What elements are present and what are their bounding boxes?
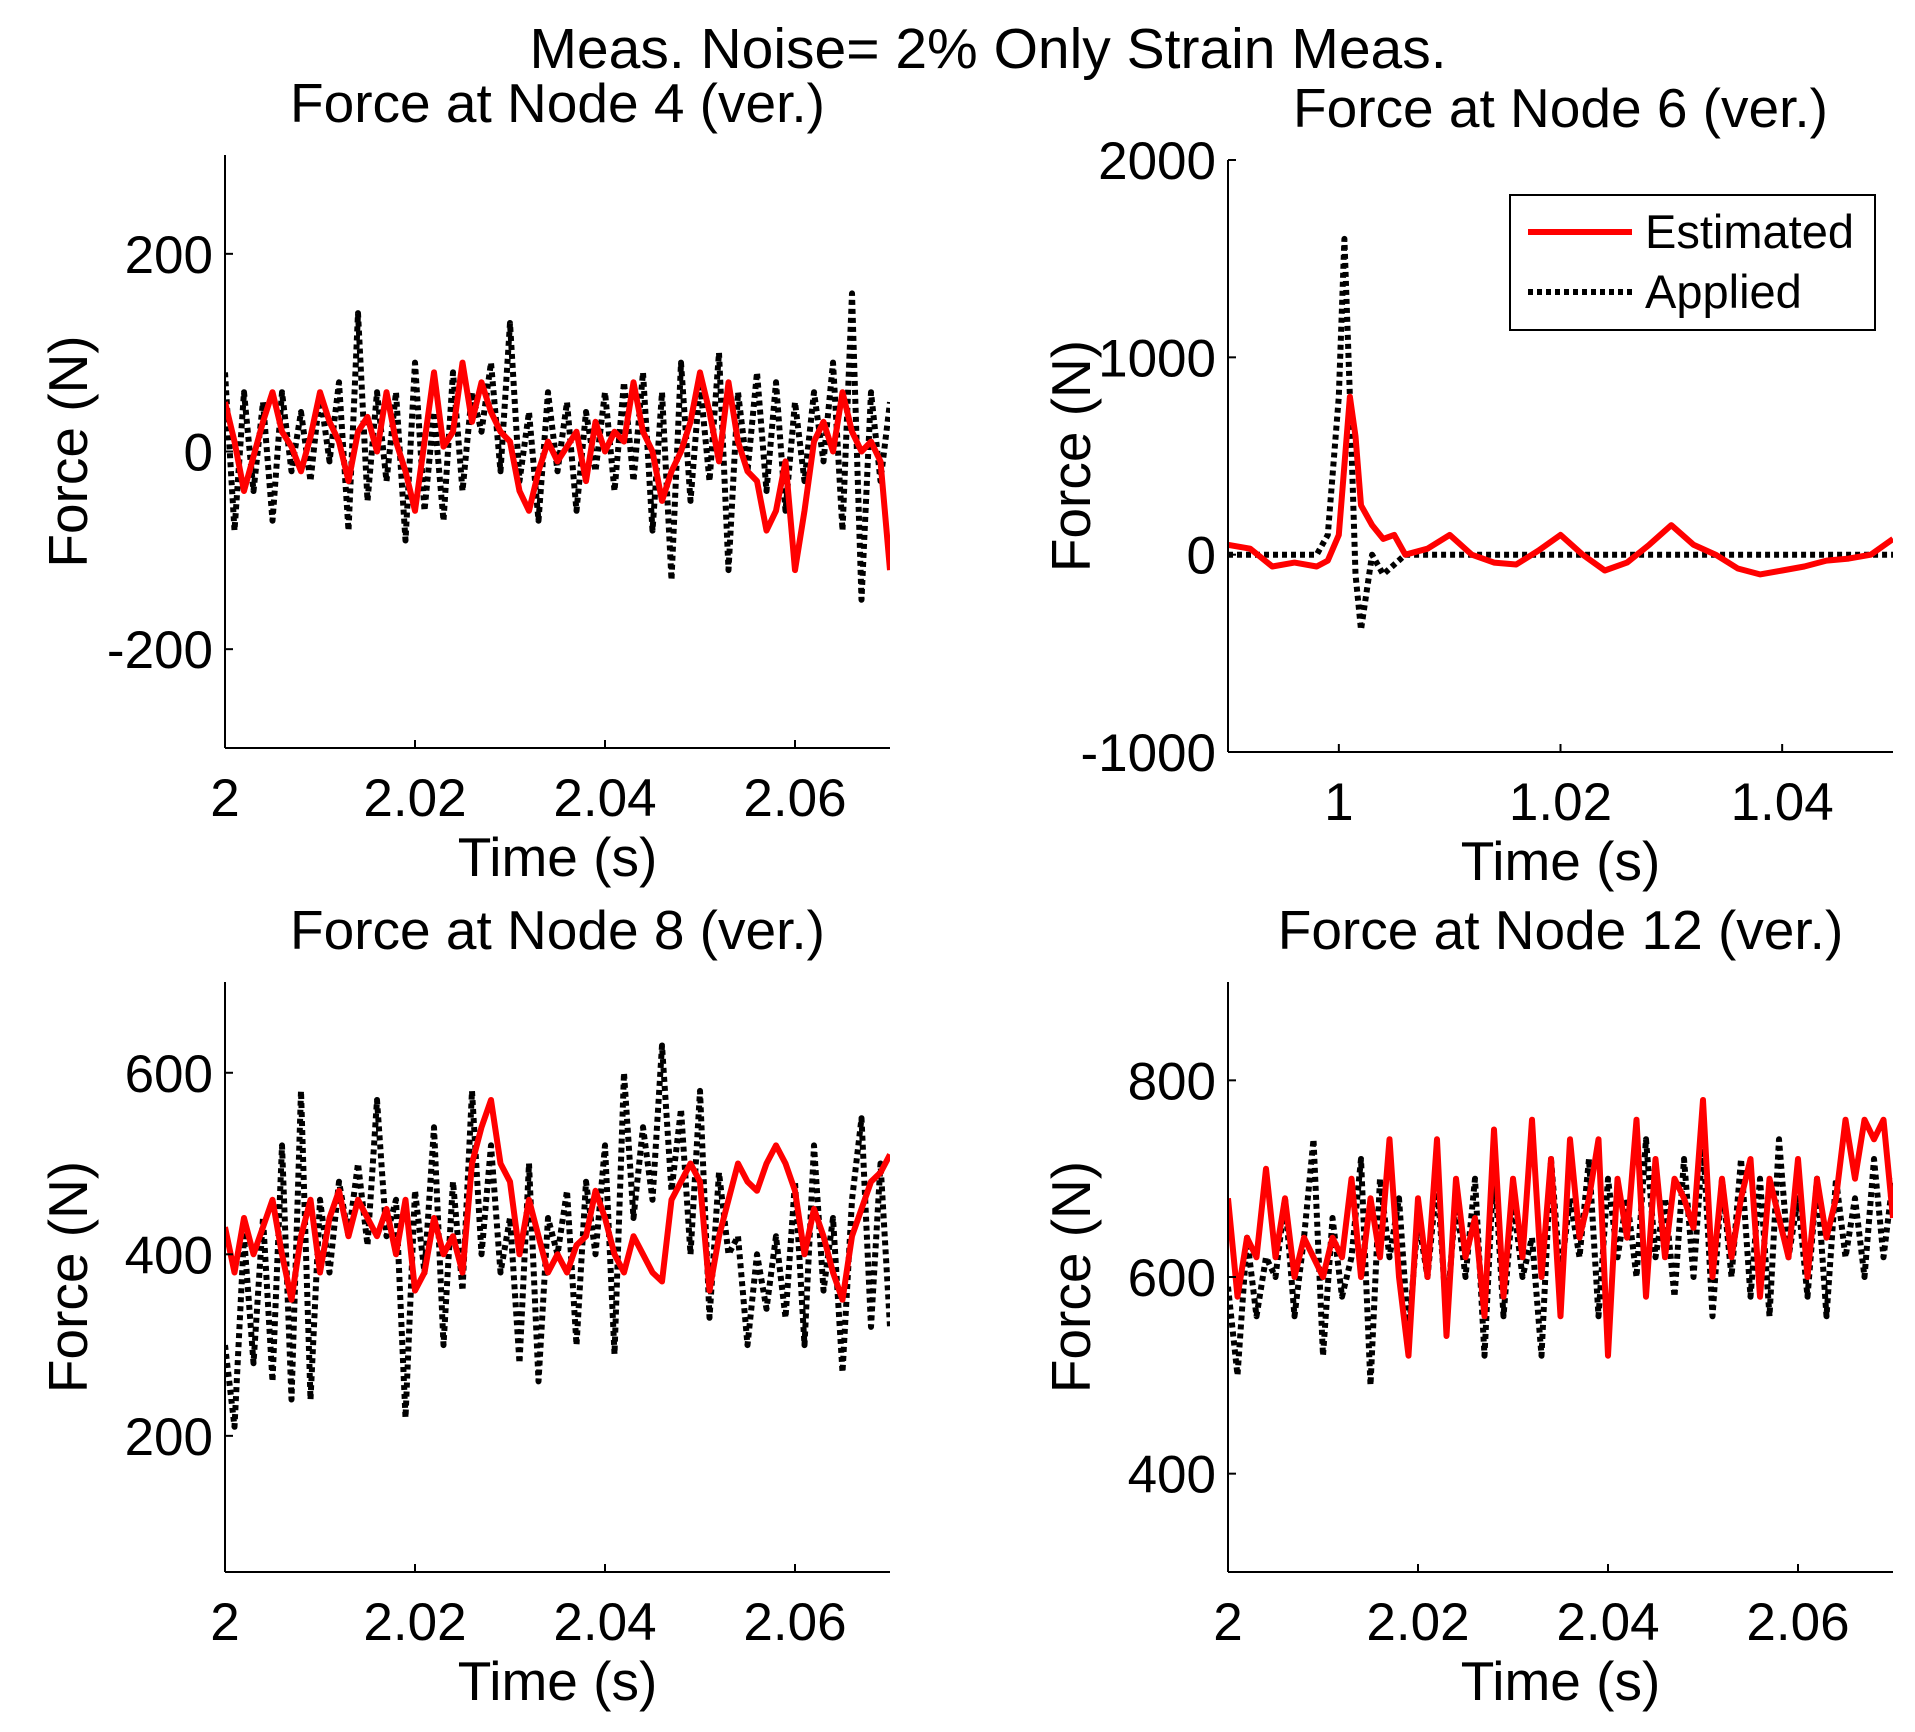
x-tick-label: 2 [210,1593,239,1652]
panel-title: Force at Node 12 (ver.) [1278,899,1844,961]
x-tick-label: 2.02 [1366,1593,1469,1652]
y-tick-label: 600 [125,1045,213,1104]
y-tick-label: 0 [1187,527,1216,586]
y-axis-label: Force (N) [37,1161,99,1393]
x-tick-label: 2.06 [743,1593,846,1652]
y-tick-label: 0 [184,424,213,483]
legend-label-applied: Applied [1645,265,1802,318]
series-line-estimated [1228,393,1893,578]
x-tick-label: 2.04 [1556,1593,1659,1652]
y-tick-label: 2000 [1098,132,1216,191]
y-tick-label: 400 [125,1226,213,1285]
y-tick-label: -1000 [1080,724,1216,783]
x-tick-label: 1.04 [1731,773,1834,832]
x-axis-label: Time (s) [458,1650,658,1712]
series-line-applied [225,1042,890,1430]
legend-box [1509,194,1876,331]
x-tick-label: 2.06 [743,769,846,828]
x-tick-label: 2 [210,769,239,828]
y-tick-label: 200 [125,1408,213,1467]
panel-title: Force at Node 6 (ver.) [1293,77,1828,139]
y-tick-label: 400 [1128,1446,1216,1505]
y-tick-label: 600 [1128,1249,1216,1308]
x-tick-label: 2.04 [553,769,656,828]
x-tick-label: 2.02 [363,769,466,828]
series-line-applied [225,290,890,603]
y-tick-label: 800 [1128,1052,1216,1111]
panel-node-6: 1 1.02 1.04 -1000 0 1000 2000 Force at Node 6 (… [1040,77,1893,892]
panel-title: Force at Node 8 (ver.) [290,899,825,961]
x-axis-label: Time (s) [458,826,658,888]
panel-node-12: 2 2.02 2.04 2.06 400 600 800 Force at Node 12 (… [1040,899,1893,1712]
x-tick-label: 2.04 [553,1593,656,1652]
panel-node-4: 2 2.02 2.04 2.06 -200 0 200 Force at Node 4 (ve… [37,72,890,888]
y-axis-label: Force (N) [1040,340,1102,572]
y-axis-label: Force (N) [1040,1161,1102,1393]
x-tick-label: 2.02 [363,1593,466,1652]
x-tick-label: 2 [1213,1593,1242,1652]
panel-node-8: 2 2.02 2.04 2.06 200 400 600 Force at Node 8 (v… [37,899,890,1712]
y-tick-label: 1000 [1098,329,1216,388]
figure-title: Meas. Noise= 2% Only Strain Meas. [529,17,1446,81]
x-tick-label: 1 [1324,773,1353,832]
panel-title: Force at Node 4 (ver.) [290,72,825,134]
y-axis-label: Force (N) [37,335,99,567]
x-axis-label: Time (s) [1461,830,1661,892]
y-tick-label: -200 [107,621,213,680]
legend: Estimated Applied [1509,194,1876,331]
series-line-estimated [225,1097,890,1303]
x-tick-label: 2.06 [1746,1593,1849,1652]
x-axis-label: Time (s) [1461,1650,1661,1712]
series-line-estimated [1228,1097,1893,1359]
x-tick-label: 1.02 [1509,773,1612,832]
series-line-estimated [225,359,890,574]
legend-label-estimated: Estimated [1645,205,1854,258]
y-tick-label: 200 [125,226,213,285]
